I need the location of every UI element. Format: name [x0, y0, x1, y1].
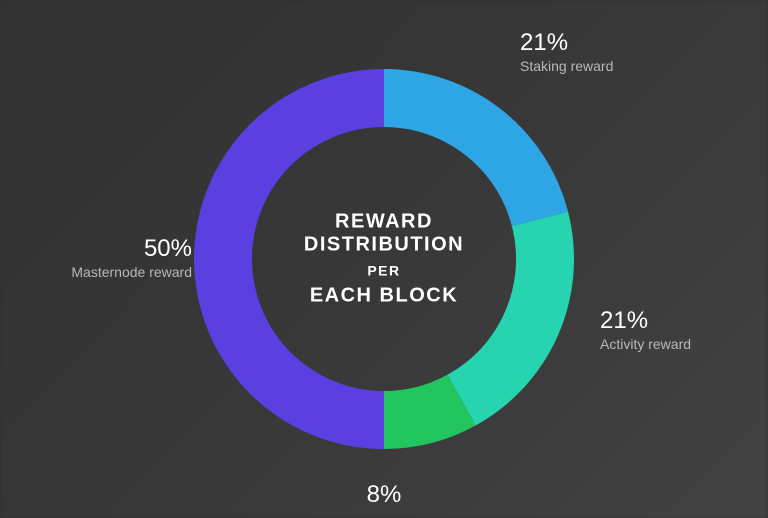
label-activity-reward: 21% Activity reward — [600, 308, 691, 352]
label-pct: 21% — [520, 30, 613, 56]
donut-chart: REWARD DISTRIBUTION PER EACH BLOCK 21% S… — [0, 0, 768, 518]
label-pct: 21% — [600, 308, 691, 334]
donut-slice — [384, 69, 568, 226]
label-staking-reward: 21% Staking reward — [520, 30, 613, 74]
label-pct: 8% — [367, 482, 402, 508]
center-line-2: PER — [254, 263, 514, 279]
label-name: Staking reward — [520, 58, 613, 74]
label-masternode-reward: 50% Masternode reward — [62, 236, 192, 280]
center-line-3: EACH BLOCK — [254, 285, 514, 308]
label-pct: 50% — [62, 236, 192, 262]
chart-center-title: REWARD DISTRIBUTION PER EACH BLOCK — [254, 211, 514, 308]
label-name: Masternode reward — [62, 264, 192, 280]
label-eight-percent: 8% — [367, 482, 402, 508]
center-line-1: REWARD DISTRIBUTION — [254, 211, 514, 257]
label-name: Activity reward — [600, 336, 691, 352]
